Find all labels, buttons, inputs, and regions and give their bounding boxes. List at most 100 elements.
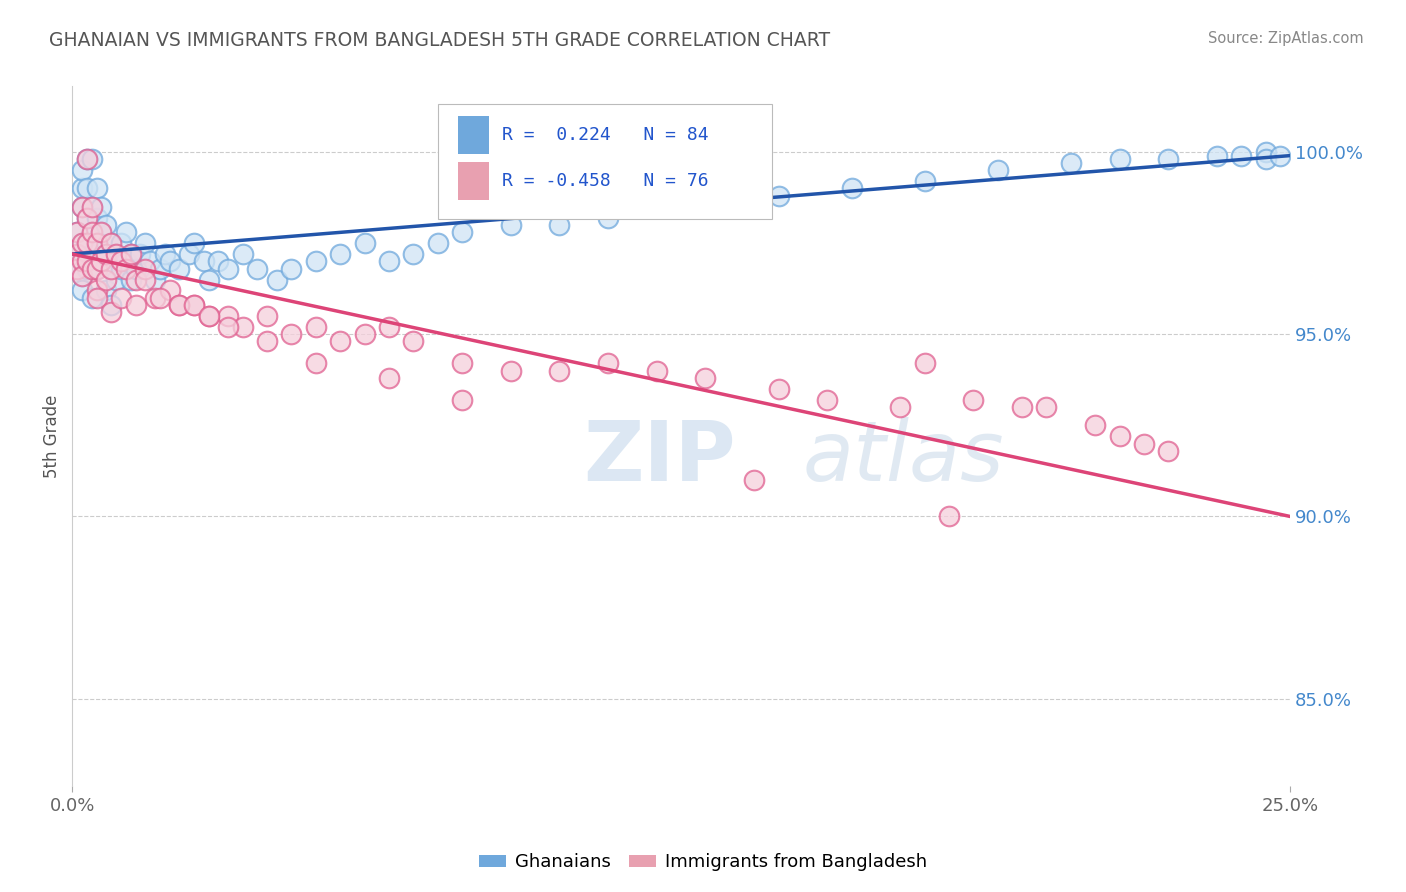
Point xyxy=(76,236,98,251)
Point xyxy=(76,261,98,276)
Point xyxy=(499,218,522,232)
Point xyxy=(402,334,425,349)
Point xyxy=(70,254,93,268)
Point xyxy=(232,319,254,334)
Bar xyxy=(458,162,489,201)
Point xyxy=(197,272,219,286)
Point xyxy=(66,225,89,239)
Point xyxy=(86,236,108,251)
Point xyxy=(645,364,668,378)
Point xyxy=(90,225,112,239)
Point xyxy=(169,261,191,276)
Point xyxy=(548,364,571,378)
Point xyxy=(889,400,911,414)
Point xyxy=(742,473,765,487)
Point xyxy=(129,247,152,261)
Point xyxy=(120,272,142,286)
Point xyxy=(987,163,1010,178)
Point xyxy=(76,254,98,268)
Text: R = -0.458   N = 76: R = -0.458 N = 76 xyxy=(502,172,709,190)
Point xyxy=(451,225,474,239)
Point xyxy=(100,298,122,312)
Point xyxy=(217,319,239,334)
Point xyxy=(256,334,278,349)
Point xyxy=(76,153,98,167)
Point xyxy=(80,153,103,167)
Point xyxy=(120,247,142,261)
Point xyxy=(183,298,205,312)
Point xyxy=(217,309,239,323)
Point xyxy=(76,211,98,225)
Point xyxy=(139,254,162,268)
Point xyxy=(197,309,219,323)
Point xyxy=(70,268,93,283)
Point xyxy=(80,261,103,276)
Point xyxy=(86,261,108,276)
Point xyxy=(1108,429,1130,443)
Point xyxy=(110,261,132,276)
Point xyxy=(86,211,108,225)
Point xyxy=(914,174,936,188)
Point xyxy=(353,236,375,251)
Point xyxy=(280,261,302,276)
Point xyxy=(76,211,98,225)
Point xyxy=(134,272,156,286)
Point xyxy=(124,298,146,312)
Point xyxy=(305,356,328,370)
Point xyxy=(1133,436,1156,450)
Point xyxy=(70,200,93,214)
Point xyxy=(499,364,522,378)
Legend: Ghanaians, Immigrants from Bangladesh: Ghanaians, Immigrants from Bangladesh xyxy=(471,847,935,879)
Point xyxy=(1084,418,1107,433)
Point xyxy=(256,309,278,323)
Point xyxy=(378,254,401,268)
Text: GHANAIAN VS IMMIGRANTS FROM BANGLADESH 5TH GRADE CORRELATION CHART: GHANAIAN VS IMMIGRANTS FROM BANGLADESH 5… xyxy=(49,31,831,50)
Point xyxy=(70,200,93,214)
Point xyxy=(143,272,166,286)
Bar xyxy=(458,116,489,154)
Point xyxy=(143,291,166,305)
Point xyxy=(815,392,838,407)
Point xyxy=(280,327,302,342)
Point xyxy=(159,254,181,268)
Point xyxy=(378,319,401,334)
Point xyxy=(169,298,191,312)
Point xyxy=(114,225,136,239)
Point xyxy=(105,272,128,286)
Point xyxy=(149,291,172,305)
Point xyxy=(378,371,401,385)
Point xyxy=(90,225,112,239)
Point xyxy=(1230,148,1253,162)
Point xyxy=(1206,148,1229,162)
Y-axis label: 5th Grade: 5th Grade xyxy=(44,394,60,478)
Point xyxy=(451,356,474,370)
Point xyxy=(80,200,103,214)
Point xyxy=(76,181,98,195)
Point xyxy=(179,247,201,261)
Point xyxy=(66,261,89,276)
Point xyxy=(105,247,128,261)
Point xyxy=(105,247,128,261)
Point xyxy=(120,247,142,261)
Point xyxy=(962,392,984,407)
Point xyxy=(66,247,89,261)
Point xyxy=(246,261,269,276)
Point xyxy=(86,291,108,305)
Point xyxy=(100,236,122,251)
Point xyxy=(114,254,136,268)
Point xyxy=(402,247,425,261)
Point xyxy=(134,236,156,251)
Text: ZIP: ZIP xyxy=(583,417,737,498)
Point xyxy=(70,181,93,195)
Point xyxy=(100,261,122,276)
Point xyxy=(86,181,108,195)
Point xyxy=(96,284,118,298)
Point xyxy=(183,236,205,251)
Point xyxy=(451,392,474,407)
Point xyxy=(66,247,89,261)
Point xyxy=(1035,400,1057,414)
Point xyxy=(149,261,172,276)
Point xyxy=(86,284,108,298)
Point xyxy=(1157,443,1180,458)
Point xyxy=(159,284,181,298)
